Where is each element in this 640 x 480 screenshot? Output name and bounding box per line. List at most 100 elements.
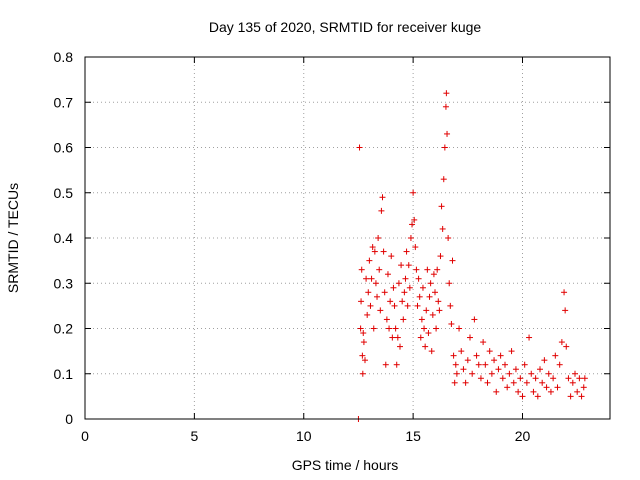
data-point	[393, 361, 400, 368]
data-point	[428, 348, 435, 355]
y-tick-label: 0.7	[54, 94, 74, 110]
data-point	[409, 221, 416, 228]
y-tick-label: 0	[65, 411, 73, 427]
data-point	[436, 307, 443, 314]
plot-frame	[84, 56, 611, 420]
data-point	[539, 379, 546, 386]
data-point	[521, 361, 528, 368]
data-point	[480, 339, 487, 346]
data-point	[418, 316, 425, 323]
data-point	[394, 334, 401, 341]
data-point	[578, 393, 585, 400]
data-point	[452, 361, 459, 368]
data-point	[404, 302, 411, 309]
data-point	[515, 388, 522, 395]
data-point	[532, 375, 539, 382]
data-point	[563, 343, 570, 350]
data-point	[469, 370, 476, 377]
data-point	[574, 388, 581, 395]
data-point	[443, 90, 450, 97]
data-point	[491, 357, 498, 364]
data-point	[406, 284, 413, 291]
data-point	[569, 379, 576, 386]
data-point	[374, 293, 381, 300]
data-point	[399, 298, 406, 305]
data-point	[437, 253, 444, 260]
data-point	[528, 370, 535, 377]
data-point	[517, 375, 524, 382]
data-point	[411, 216, 418, 223]
data-point	[359, 352, 366, 359]
grid-lines	[85, 57, 610, 419]
data-point	[484, 379, 491, 386]
x-tick-label: 10	[296, 428, 312, 444]
data-point	[572, 370, 578, 377]
data-point	[363, 275, 370, 282]
y-tick-label: 0.8	[54, 49, 74, 65]
data-point	[477, 375, 484, 382]
data-point	[447, 302, 454, 309]
data-point	[392, 325, 399, 332]
data-point	[576, 375, 583, 382]
data-point	[382, 361, 389, 368]
data-point	[405, 262, 412, 269]
data-point	[377, 307, 384, 314]
data-point	[523, 379, 530, 386]
y-tick-label: 0.1	[54, 366, 74, 382]
data-point	[375, 235, 382, 241]
data-point	[475, 361, 482, 368]
y-tick-label: 0.5	[54, 185, 74, 201]
data-point	[471, 316, 478, 323]
data-point	[367, 302, 374, 309]
y-tick-label: 0.2	[54, 321, 74, 337]
data-point	[414, 302, 421, 309]
data-point	[432, 289, 438, 296]
data-point	[366, 257, 373, 264]
data-point	[407, 235, 414, 241]
data-point	[358, 298, 365, 305]
data-point	[410, 189, 417, 196]
data-point	[395, 280, 402, 287]
data-point	[486, 348, 493, 355]
data-point	[434, 266, 441, 273]
data-point	[508, 348, 515, 355]
y-axis-label: SRMTID / TECUs	[5, 183, 21, 293]
x-tick-label: 20	[515, 428, 531, 444]
data-point	[526, 334, 533, 341]
data-point	[386, 325, 393, 332]
data-points	[355, 90, 588, 422]
data-point	[365, 289, 372, 296]
data-point	[545, 370, 552, 377]
data-point	[441, 144, 448, 151]
data-point	[504, 384, 511, 391]
data-point	[403, 248, 410, 255]
data-point	[530, 388, 537, 395]
data-point	[415, 275, 422, 282]
data-point	[389, 334, 396, 341]
data-point	[369, 244, 376, 251]
data-point	[554, 384, 561, 391]
data-point	[416, 293, 423, 300]
data-point	[370, 325, 377, 332]
data-point	[381, 289, 388, 296]
data-point	[438, 203, 445, 210]
data-point	[397, 343, 403, 350]
data-point	[421, 325, 428, 332]
data-point	[537, 366, 543, 373]
data-point	[541, 357, 548, 364]
data-point	[387, 298, 394, 305]
data-point	[445, 235, 452, 241]
data-point	[360, 330, 367, 337]
data-point	[359, 370, 366, 377]
data-point	[451, 379, 458, 386]
data-point	[502, 361, 508, 368]
y-tick-label: 0.6	[54, 140, 74, 156]
data-point	[378, 207, 385, 214]
data-point	[497, 352, 504, 359]
data-point	[450, 352, 457, 359]
data-point	[543, 384, 550, 391]
axis-ticks: 0 5 10 15 20 0 0.1 0.2 0.3 0.4 0.5 0.6 0.7 0.8	[54, 49, 610, 444]
data-point	[510, 379, 517, 386]
x-axis-label: GPS time / hours	[292, 457, 399, 473]
